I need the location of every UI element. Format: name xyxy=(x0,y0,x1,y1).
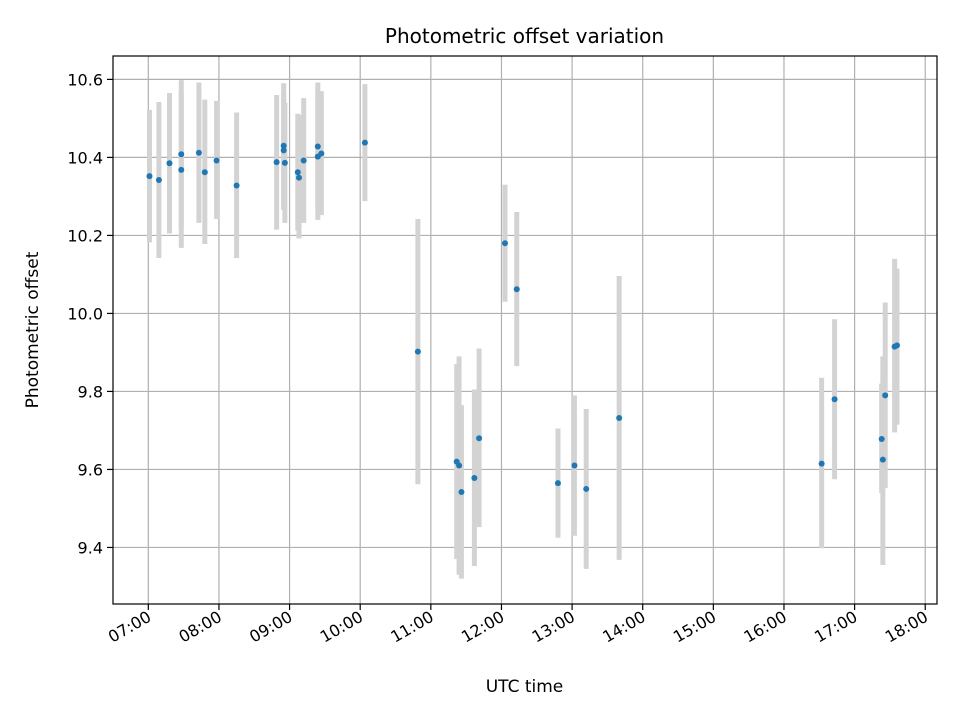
y-tick-label: 10.4 xyxy=(67,148,103,167)
data-point xyxy=(280,142,287,149)
data-points xyxy=(146,139,900,496)
data-point xyxy=(818,460,825,467)
y-axis-ticks: 9.4 9.6 9.8 10.0 10.2 10.4 10.6 xyxy=(67,70,113,557)
x-axis-title: UTC time xyxy=(486,677,564,697)
data-point xyxy=(295,174,302,181)
data-point xyxy=(195,149,202,156)
data-point xyxy=(300,157,307,164)
data-point xyxy=(166,160,173,167)
data-point xyxy=(294,169,301,176)
y-tick-label: 10.2 xyxy=(67,226,103,245)
y-tick-label: 9.6 xyxy=(78,460,103,479)
data-point xyxy=(476,435,483,442)
data-point xyxy=(893,342,900,349)
data-point xyxy=(280,147,287,154)
data-point xyxy=(146,173,153,180)
data-point xyxy=(458,489,465,496)
plot-area xyxy=(113,56,937,604)
grid xyxy=(113,56,937,604)
y-axis-title: Photometric offset xyxy=(23,251,43,408)
data-point xyxy=(414,348,421,355)
data-point xyxy=(361,139,368,146)
data-point xyxy=(155,177,162,184)
data-point xyxy=(882,392,889,399)
data-point xyxy=(571,462,578,469)
data-point xyxy=(554,480,561,487)
data-point xyxy=(178,151,185,158)
data-point xyxy=(583,485,590,492)
data-point xyxy=(281,159,288,166)
y-tick-label: 9.4 xyxy=(78,538,103,557)
data-point xyxy=(471,475,478,482)
plot-frame xyxy=(112,55,938,605)
data-point xyxy=(233,182,240,189)
data-point xyxy=(201,169,208,176)
y-tick-label: 10.0 xyxy=(67,304,103,323)
y-tick-label: 10.6 xyxy=(67,70,103,89)
data-point xyxy=(831,396,838,403)
y-tick-label: 9.8 xyxy=(78,382,103,401)
data-point xyxy=(616,414,623,421)
chart-title: Photometric offset variation xyxy=(385,24,664,48)
data-point xyxy=(501,240,508,247)
data-point xyxy=(513,286,520,293)
data-point xyxy=(879,456,886,463)
data-point xyxy=(213,157,220,164)
data-point xyxy=(456,462,463,469)
data-point xyxy=(878,436,885,443)
data-point xyxy=(273,159,280,166)
data-point xyxy=(314,143,321,150)
data-point xyxy=(318,150,325,157)
data-point xyxy=(178,166,185,173)
